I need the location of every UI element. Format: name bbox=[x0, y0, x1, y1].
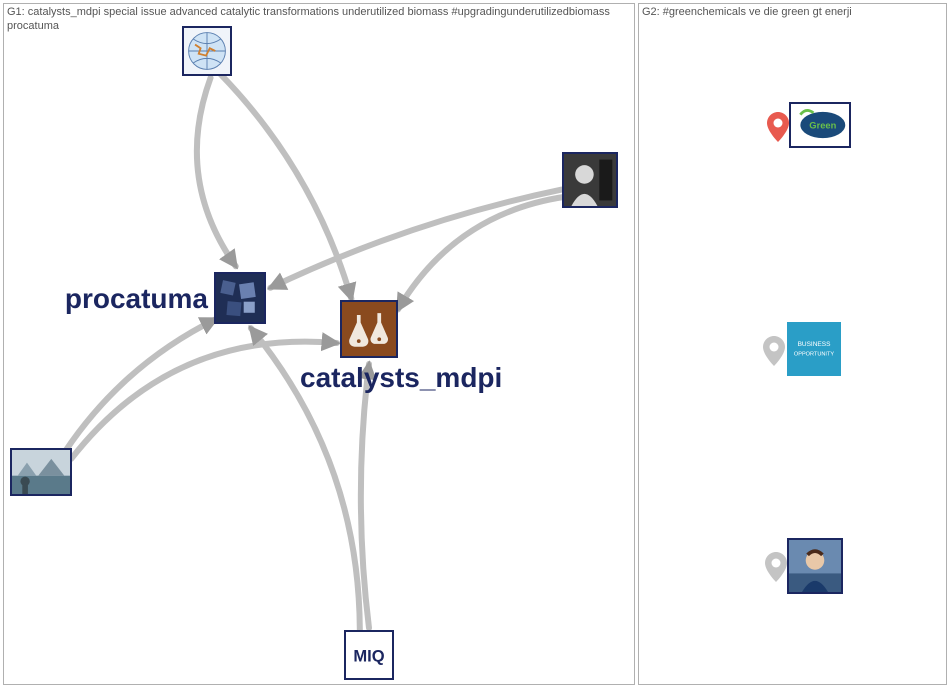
node-avatar[interactable] bbox=[787, 538, 843, 594]
svg-text:Green: Green bbox=[809, 121, 836, 131]
svg-text:MIQ: MIQ bbox=[353, 646, 384, 665]
edge bbox=[66, 319, 216, 450]
map-pin-icon bbox=[767, 112, 789, 147]
node-label: procatuma bbox=[65, 283, 208, 315]
svg-text:OPPORTUNITY: OPPORTUNITY bbox=[794, 352, 834, 358]
edge bbox=[361, 364, 369, 628]
panel-title: G2: #greenchemicals ve die green gt ener… bbox=[642, 6, 856, 20]
edge bbox=[221, 74, 352, 298]
node-avatar[interactable]: Green bbox=[789, 102, 851, 148]
node-avatar[interactable] bbox=[562, 152, 618, 208]
node-avatar[interactable] bbox=[10, 448, 72, 496]
edges-layer bbox=[4, 4, 636, 686]
edge bbox=[398, 197, 565, 310]
node-n_cat[interactable]: catalysts_mdpi bbox=[340, 300, 398, 358]
node-g2c[interactable] bbox=[787, 538, 843, 594]
panel-title: G1: catalysts_mdpi special issue advance… bbox=[7, 6, 634, 34]
svg-text:BUSINESS: BUSINESS bbox=[798, 341, 832, 348]
map-pin-icon bbox=[765, 552, 787, 587]
node-avatar[interactable] bbox=[340, 300, 398, 358]
panel-g2: G2: #greenchemicals ve die green gt ener… bbox=[638, 3, 947, 685]
node-n_proc[interactable]: procatuma bbox=[214, 272, 266, 324]
node-avatar[interactable] bbox=[214, 272, 266, 324]
node-n_miq[interactable]: MIQ bbox=[344, 630, 394, 680]
node-g2a[interactable]: Green bbox=[789, 102, 851, 148]
node-n_bw[interactable] bbox=[562, 152, 618, 208]
edge bbox=[197, 78, 236, 267]
node-avatar[interactable]: BUSINESS OPPORTUNITY bbox=[785, 320, 843, 378]
panel-g1: G1: catalysts_mdpi special issue advance… bbox=[3, 3, 635, 685]
map-pin-icon bbox=[763, 336, 785, 371]
node-g2b[interactable]: BUSINESS OPPORTUNITY bbox=[785, 320, 843, 378]
node-avatar[interactable] bbox=[182, 26, 232, 76]
node-n_photo[interactable] bbox=[10, 448, 72, 496]
node-label: catalysts_mdpi bbox=[300, 362, 502, 394]
node-n_top[interactable] bbox=[182, 26, 232, 76]
node-avatar[interactable]: MIQ bbox=[344, 630, 394, 680]
